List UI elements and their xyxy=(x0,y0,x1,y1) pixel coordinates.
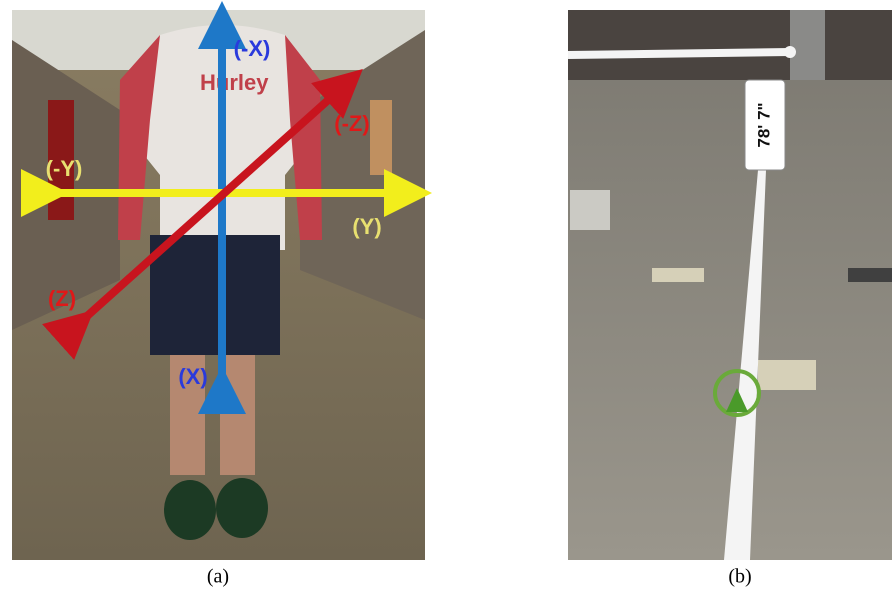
figure: Hurley (-X) (X) (-Y) (Y) (-Z) (Z) 78' 7"… xyxy=(0,0,892,594)
axis-label: (Y) xyxy=(352,214,381,239)
axis-label: (-Y) xyxy=(46,156,83,181)
floor-tile xyxy=(758,360,816,390)
shorts xyxy=(150,235,280,355)
caption: (b) xyxy=(728,566,751,588)
distance-label: 78' 7" xyxy=(754,102,773,147)
panel-b: 78' 7" xyxy=(568,10,892,560)
photo-background xyxy=(568,10,892,560)
axis-label: (X) xyxy=(178,364,207,389)
panel-a: Hurley (-X) (X) (-Y) (Y) (-Z) (Z) xyxy=(12,10,425,560)
axis-label: (-Z) xyxy=(334,111,369,136)
reflection xyxy=(570,190,610,230)
path-node xyxy=(784,46,796,58)
left-shoe xyxy=(164,480,216,540)
door xyxy=(790,10,825,80)
path-line-far xyxy=(568,52,790,55)
caption: (a) xyxy=(207,566,229,588)
floor-tile xyxy=(848,268,892,282)
right-shoe xyxy=(216,478,268,538)
floor-tile xyxy=(652,268,704,282)
axis-label: (-X) xyxy=(234,36,271,61)
axis-label: (Z) xyxy=(48,286,76,311)
wall-poster xyxy=(370,100,392,175)
hall-end-wall xyxy=(568,10,892,80)
shirt-text: Hurley xyxy=(200,70,269,95)
